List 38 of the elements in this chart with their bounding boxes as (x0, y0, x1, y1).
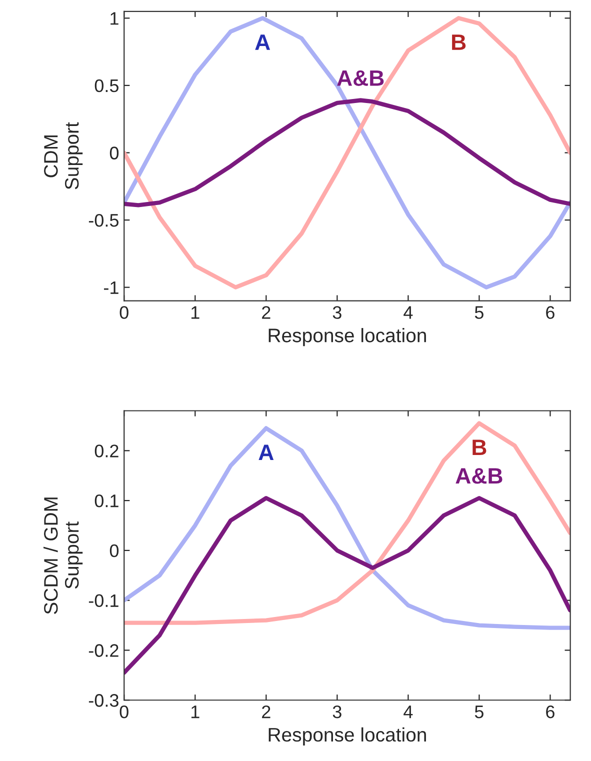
line-series (124, 98, 570, 208)
x-tick-label: 6 (546, 306, 554, 319)
series-label: A&B (337, 70, 384, 86)
x-axis-title: Response location (268, 727, 426, 746)
y-tick-label: -0.5 (88, 214, 118, 227)
x-tick-label: 2 (262, 306, 270, 319)
x-tick-label: 4 (404, 706, 413, 718)
line-series (124, 496, 570, 675)
y-tick-label: 0.5 (94, 79, 118, 92)
series-label: B (472, 440, 486, 456)
y-axis-title: SCDM / GDM Support (44, 498, 83, 614)
x-tick-label: 4 (404, 306, 413, 319)
y-tick-label: 0 (110, 146, 119, 160)
x-tick-label: 3 (332, 705, 342, 718)
y-tick-label: -0.2 (88, 644, 118, 657)
y-tick-label: -0.1 (88, 594, 118, 608)
series-label: A&B (456, 468, 502, 484)
x-tick-label: 2 (262, 705, 270, 718)
x-tick-label: 1 (191, 706, 200, 718)
y-tick-label: 0.1 (94, 494, 118, 508)
series-label: A (258, 444, 274, 460)
y-tick-label: -0.3 (88, 694, 118, 707)
x-tick-label: 3 (332, 306, 342, 319)
x-tick-label: 0 (120, 306, 128, 319)
x-tick-label: 5 (474, 306, 484, 319)
x-tick-label: 1 (191, 306, 200, 319)
x-axis-title: Response location (268, 328, 426, 346)
x-tick-label: 0 (120, 705, 128, 718)
y-tick-label: -1 (104, 281, 118, 294)
series-label: B (452, 34, 466, 50)
series-label: A (255, 34, 270, 50)
y-tick-label: 1 (110, 12, 118, 25)
y-tick-label: 0 (110, 544, 119, 558)
x-tick-label: 5 (474, 706, 484, 718)
x-tick-label: 6 (546, 705, 554, 718)
y-axis-title: CDM Support (44, 122, 83, 190)
y-tick-label: 0.2 (94, 444, 118, 458)
line-series (124, 16, 570, 290)
